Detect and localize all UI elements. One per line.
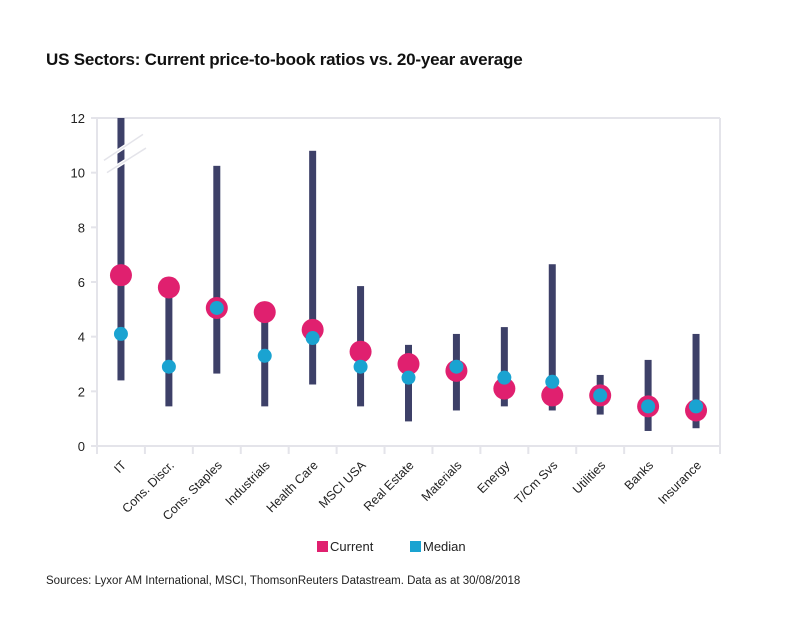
legend-swatch xyxy=(410,541,421,552)
current-marker xyxy=(541,384,564,407)
range-bar xyxy=(500,327,508,407)
median-marker xyxy=(353,359,368,374)
median-marker xyxy=(449,359,464,374)
y-tick-label: 12 xyxy=(71,111,85,126)
break-mark xyxy=(106,147,147,174)
chart-title: US Sectors: Current price-to-book ratios… xyxy=(46,50,523,69)
median-marker xyxy=(257,348,272,363)
x-category-label: Utilities xyxy=(570,458,608,496)
range-bar xyxy=(309,150,317,385)
x-category-label: Industrials xyxy=(223,458,273,508)
current-marker xyxy=(397,353,420,375)
range-bar xyxy=(165,287,173,407)
break-mark xyxy=(103,133,144,161)
legend-swatch xyxy=(317,541,328,552)
median-marker xyxy=(641,399,656,414)
x-category-label: Materials xyxy=(419,458,465,504)
current-marker xyxy=(157,276,180,299)
y-tick-label: 6 xyxy=(78,275,85,290)
x-category-label: Energy xyxy=(475,458,513,496)
legend-label: Median xyxy=(423,539,466,554)
median-marker xyxy=(689,399,704,414)
x-category-label: Real Estate xyxy=(361,458,417,514)
median-marker xyxy=(545,374,560,389)
median-marker xyxy=(401,370,416,385)
range-bar xyxy=(213,165,221,374)
y-tick-label: 4 xyxy=(78,330,85,345)
range-bar xyxy=(548,264,556,411)
current-marker xyxy=(109,264,132,287)
range-bar xyxy=(117,118,125,381)
current-marker xyxy=(493,377,516,400)
y-tick-label: 0 xyxy=(78,439,85,454)
source-note: Sources: Lyxor AM International, MSCI, T… xyxy=(46,575,521,587)
median-marker xyxy=(305,331,320,346)
legend: Current Median xyxy=(317,539,466,554)
x-category-label: Banks xyxy=(622,458,656,492)
markers xyxy=(109,264,708,422)
y-tick-label: 8 xyxy=(78,220,85,235)
legend-label: Current xyxy=(330,539,374,554)
y-tick-label: 10 xyxy=(71,166,85,181)
range-bar xyxy=(692,333,700,429)
y-tick-label: 2 xyxy=(78,384,85,399)
x-category-label: T/Cm Svs xyxy=(512,458,561,507)
current-marker xyxy=(253,301,276,324)
median-marker xyxy=(497,370,512,385)
current-marker xyxy=(349,340,372,363)
y-tick-labels: 0 2 4 6 8 10 12 xyxy=(71,111,85,454)
x-category-label: Insurance xyxy=(655,458,704,507)
axes xyxy=(91,117,721,454)
median-marker xyxy=(113,326,128,341)
median-marker xyxy=(161,359,176,374)
axis-break xyxy=(102,132,148,175)
median-marker xyxy=(593,388,608,403)
x-category-label: IT xyxy=(111,458,129,476)
median-marker xyxy=(209,300,224,315)
x-category-label: Health Care xyxy=(264,458,321,515)
